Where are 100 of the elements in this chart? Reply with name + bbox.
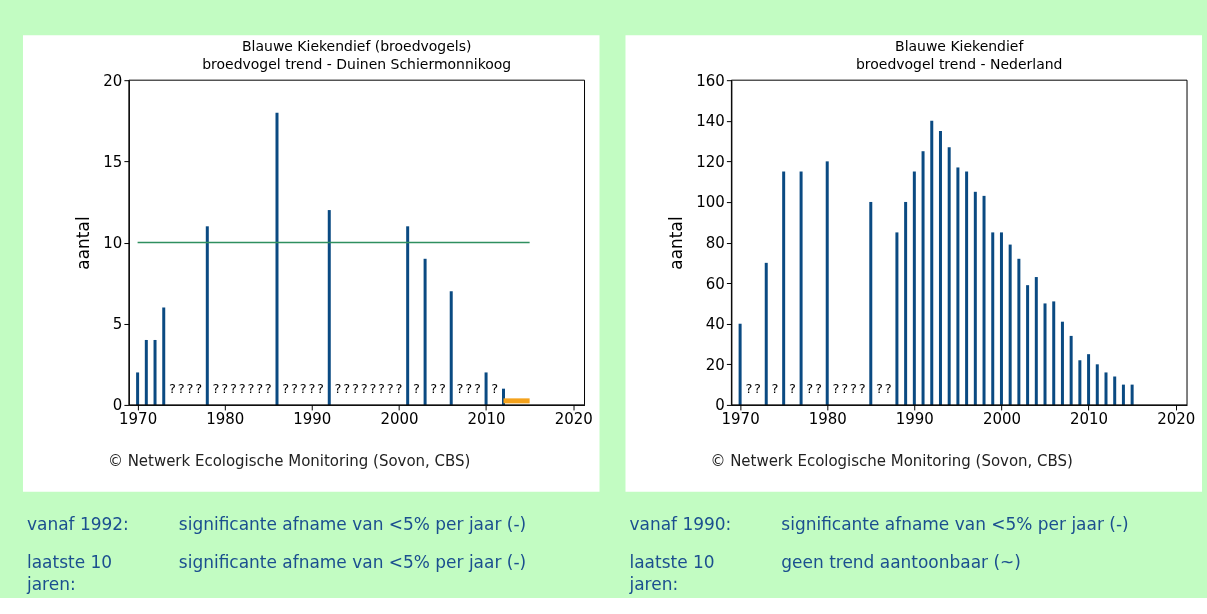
x-tick-label: 2010 — [467, 410, 506, 429]
bar — [1130, 384, 1134, 405]
bar — [1008, 244, 1012, 405]
text: ? — [858, 380, 866, 396]
x-tick-label: 2020 — [554, 410, 593, 429]
text: ? — [360, 380, 368, 396]
text: laatste 10 jaren: — [628, 551, 715, 594]
text: ? — [177, 380, 185, 396]
y-tick-label: 10 — [103, 234, 123, 253]
text: ? — [386, 380, 394, 396]
text: ? — [430, 380, 438, 396]
y-tick-label: 20 — [705, 355, 725, 374]
bar — [1113, 376, 1117, 405]
text: ? — [745, 380, 753, 396]
bar — [1087, 354, 1091, 405]
text: ? — [841, 380, 849, 396]
text: ? — [884, 380, 892, 396]
bar — [947, 147, 951, 405]
text: ? — [334, 380, 342, 396]
bar — [1017, 258, 1021, 405]
text: ? — [456, 380, 464, 396]
bar — [449, 291, 453, 405]
bar — [136, 372, 140, 405]
bar — [869, 201, 873, 405]
bar — [782, 171, 786, 405]
x-tick-label: 2020 — [1157, 410, 1196, 429]
x-tick-label: 1990 — [895, 410, 934, 429]
bar — [153, 339, 157, 405]
text: ? — [369, 380, 377, 396]
chart-subtitle: broedvogel trend - Nederland — [855, 56, 1063, 73]
text: ? — [754, 380, 761, 396]
text: significante afname van <5% per jaar (-) — [781, 513, 1129, 534]
bar — [406, 226, 410, 405]
bar — [930, 120, 934, 405]
text: ? — [290, 380, 298, 396]
x-tick-label: 1980 — [808, 410, 847, 429]
text: ? — [317, 380, 324, 396]
bar — [423, 258, 427, 405]
x-tick-label: 2000 — [380, 410, 419, 429]
text: ? — [412, 380, 420, 396]
chart-title: Blauwe Kiekendief — [895, 38, 1025, 55]
text: ? — [832, 380, 840, 396]
y-tick-label: 60 — [705, 274, 725, 293]
bar — [1043, 303, 1047, 405]
text: vanaf 1992: — [26, 513, 129, 534]
bar — [799, 171, 803, 405]
text: ? — [473, 380, 481, 396]
bar — [1060, 321, 1064, 405]
bar — [1052, 301, 1056, 405]
text: ? — [788, 380, 796, 396]
bar — [973, 191, 977, 405]
text: geen trend aantoonbaar (~) — [781, 551, 1021, 572]
y-tick-label: 160 — [696, 71, 725, 90]
bar — [938, 130, 942, 405]
bar — [956, 167, 960, 405]
bar — [991, 232, 995, 405]
bar — [484, 372, 488, 405]
text: ? — [221, 380, 229, 396]
x-tick-label: 1990 — [293, 410, 332, 429]
text: vanaf 1990: — [629, 513, 732, 534]
x-tick-label: 1980 — [206, 410, 245, 429]
text: © Netwerk Ecologische Monitoring (Sovon, CBS) — [107, 451, 471, 470]
bar — [1026, 285, 1030, 405]
text: ? — [212, 380, 220, 396]
y-tick-label: 120 — [696, 152, 725, 171]
bar — [162, 307, 166, 405]
bar — [275, 112, 279, 405]
y-tick-label: 20 — [103, 71, 123, 90]
bar — [965, 171, 969, 405]
bar — [895, 232, 899, 405]
chart-subtitle: broedvogel trend - Duinen Schiermonnikoog — [202, 56, 512, 73]
text: ? — [308, 380, 316, 396]
text: ? — [491, 380, 499, 396]
bar — [327, 210, 331, 405]
bar — [825, 161, 829, 405]
text: ? — [229, 380, 237, 396]
bar — [1069, 335, 1073, 405]
y-tick-label: 15 — [103, 152, 123, 171]
bar — [764, 262, 768, 405]
text: laatste 10 jaren: — [25, 551, 113, 594]
bar — [1095, 364, 1099, 405]
text: ? — [256, 380, 264, 396]
bar — [912, 171, 916, 405]
text: ? — [195, 380, 203, 396]
text: ? — [465, 380, 473, 396]
x-tick-label: 1970 — [721, 410, 760, 429]
bar — [144, 339, 148, 405]
text: ? — [247, 380, 255, 396]
text: © Netwerk Ecologische Monitoring (Sovon, CBS) — [710, 451, 1073, 470]
text: ? — [806, 380, 814, 396]
y-tick-label: 100 — [696, 193, 725, 212]
x-tick-label: 2000 — [982, 410, 1022, 429]
text: ? — [849, 380, 857, 396]
bar — [1078, 360, 1082, 405]
text: ? — [343, 380, 351, 396]
text: ? — [264, 380, 272, 396]
text: ? — [378, 380, 385, 396]
text: ? — [815, 380, 822, 396]
bar — [904, 201, 908, 405]
text: ? — [351, 380, 359, 396]
